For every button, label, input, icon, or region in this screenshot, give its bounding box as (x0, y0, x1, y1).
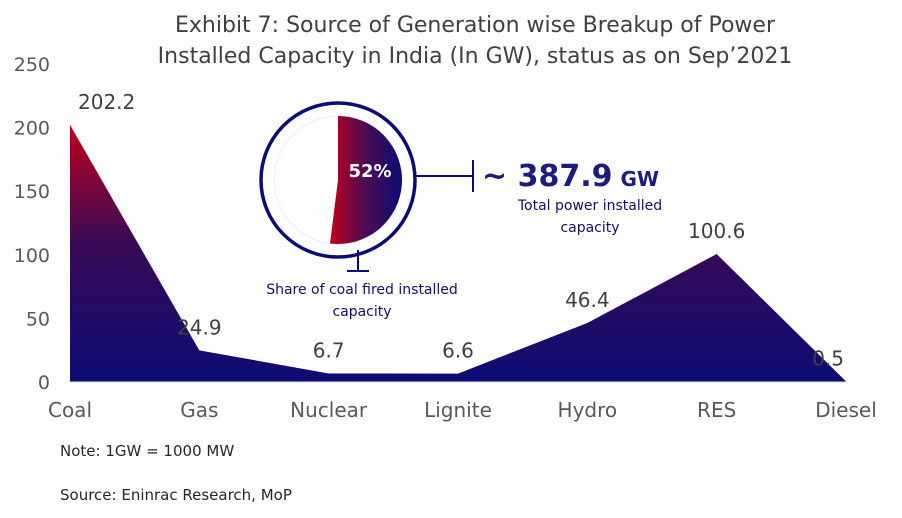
data-label: 0.5 (812, 346, 844, 370)
x-tick-label: RES (697, 398, 736, 422)
x-tick-label: Lignite (424, 398, 492, 422)
coal-share-percent: 52% (348, 161, 391, 182)
area-series (70, 124, 846, 382)
coal-share-slice (329, 116, 402, 244)
total-capacity-value: ~ 387.9 GW (482, 159, 659, 194)
note-text: Note: 1GW = 1000 MW (60, 442, 234, 460)
x-tick-label: Hydro (558, 398, 618, 422)
data-label: 6.7 (313, 338, 345, 362)
chart-title-line-2: Installed Capacity in India (In GW), sta… (158, 44, 793, 69)
share-caption-line-2: capacity (332, 304, 391, 320)
data-label: 24.9 (177, 315, 222, 339)
x-tick-label: Coal (48, 398, 92, 422)
share-caption-line-1: Share of coal fired installed (266, 282, 458, 298)
y-tick-label: 100 (14, 245, 50, 267)
y-tick-label: 250 (14, 54, 50, 76)
x-tick-label: Nuclear (290, 398, 368, 422)
chart-title-line-1: Exhibit 7: Source of Generation wise Bre… (175, 13, 776, 38)
x-tick-label: Gas (180, 398, 218, 422)
y-tick-label: 50 (26, 308, 50, 330)
total-caption-line-1: Total power installed (517, 198, 662, 214)
data-label: 100.6 (688, 219, 745, 243)
y-tick-label: 200 (14, 118, 50, 140)
x-tick-label: Diesel (815, 398, 877, 422)
y-axis: 0 50 100 150 200 250 (14, 54, 50, 394)
coal-share-inset: 52% ~ 387.9 GW Total power installed capa… (259, 101, 662, 320)
y-tick-label: 0 (38, 372, 50, 394)
total-caption-line-2: capacity (560, 220, 619, 236)
y-tick-label: 150 (14, 181, 50, 203)
x-axis-categories: Coal Gas Nuclear Lignite Hydro RES Diesel (48, 398, 877, 422)
data-label: 202.2 (78, 90, 135, 114)
source-text: Source: Eninrac Research, MoP (60, 486, 292, 504)
data-label: 46.4 (565, 288, 610, 312)
data-label: 6.6 (442, 339, 474, 363)
data-labels: 202.2 24.9 6.7 6.6 46.4 100.6 0.5 (78, 90, 844, 371)
